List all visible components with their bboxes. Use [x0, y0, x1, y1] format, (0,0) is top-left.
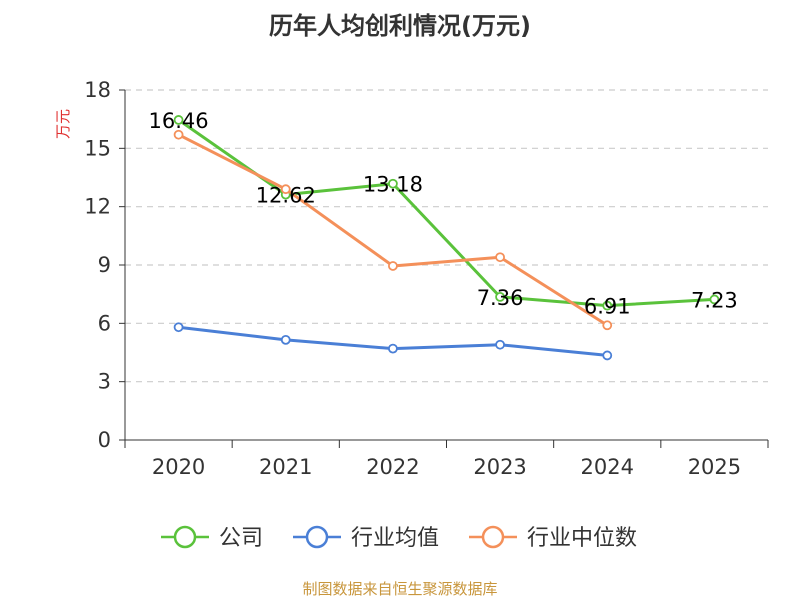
legend-label: 公司 [219, 526, 263, 551]
data-point [495, 291, 505, 302]
data-point [388, 261, 398, 271]
x-tick-label: 2021 [259, 455, 312, 479]
x-tick-label: 2022 [366, 455, 419, 479]
legend-marker [481, 525, 505, 549]
x-tick-label: 2024 [581, 455, 634, 479]
x-tick-label: 2023 [473, 455, 526, 479]
y-axis-label: 万元 [54, 109, 72, 139]
data-point [495, 339, 505, 350]
data-label: 7.36 [477, 286, 524, 310]
data-label: 12.62 [256, 184, 316, 208]
data-point [602, 350, 613, 361]
legend-item-0: 公司 [161, 525, 263, 551]
y-tick-label: 15 [84, 136, 111, 160]
legend: 公司 行业均值 行业中位数 [161, 525, 637, 551]
series-lines [173, 115, 720, 361]
y-tick-label: 3 [98, 370, 111, 394]
legend-item-1: 行业均值 [293, 525, 439, 551]
data-point [388, 178, 398, 189]
legend-label: 行业均值 [351, 526, 439, 551]
data-point [602, 320, 613, 331]
data-point [173, 322, 184, 333]
data-labels: 16.46 12.62 13.18 7.36 6.91 7.23 [149, 109, 738, 319]
data-label: 16.46 [149, 109, 209, 133]
y-tick-label: 12 [84, 195, 111, 219]
data-point [495, 252, 505, 263]
data-point [280, 184, 291, 195]
legend-marker [305, 525, 329, 549]
data-point [602, 300, 613, 311]
y-tick-label: 9 [98, 253, 111, 277]
data-point [173, 129, 184, 140]
y-tick-label: 0 [98, 428, 111, 452]
data-point [173, 115, 184, 125]
data-label: 6.91 [584, 295, 631, 319]
chart-title: 历年人均创利情况(万元) [269, 12, 531, 40]
data-label: 13.18 [363, 173, 423, 197]
legend-label: 行业中位数 [527, 526, 637, 551]
grid-lines [125, 89, 768, 383]
y-tick-label: 6 [98, 311, 111, 335]
axes: 0 3 6 9 12 15 18 2020 2021 2022 2023 2024 2025 万元 [54, 78, 769, 479]
legend-item-2: 行业中位数 [469, 525, 637, 551]
series-line-0 [177, 118, 715, 308]
data-point [388, 343, 398, 354]
x-tick-label: 2020 [152, 455, 205, 479]
y-tick-label: 18 [84, 78, 111, 102]
data-point [709, 294, 720, 305]
source-note: 制图数据来自恒生聚源数据库 [302, 580, 498, 598]
x-tick-label: 2025 [688, 455, 741, 479]
data-point [280, 334, 291, 345]
legend-marker [173, 525, 197, 549]
data-label: 7.23 [691, 288, 738, 312]
